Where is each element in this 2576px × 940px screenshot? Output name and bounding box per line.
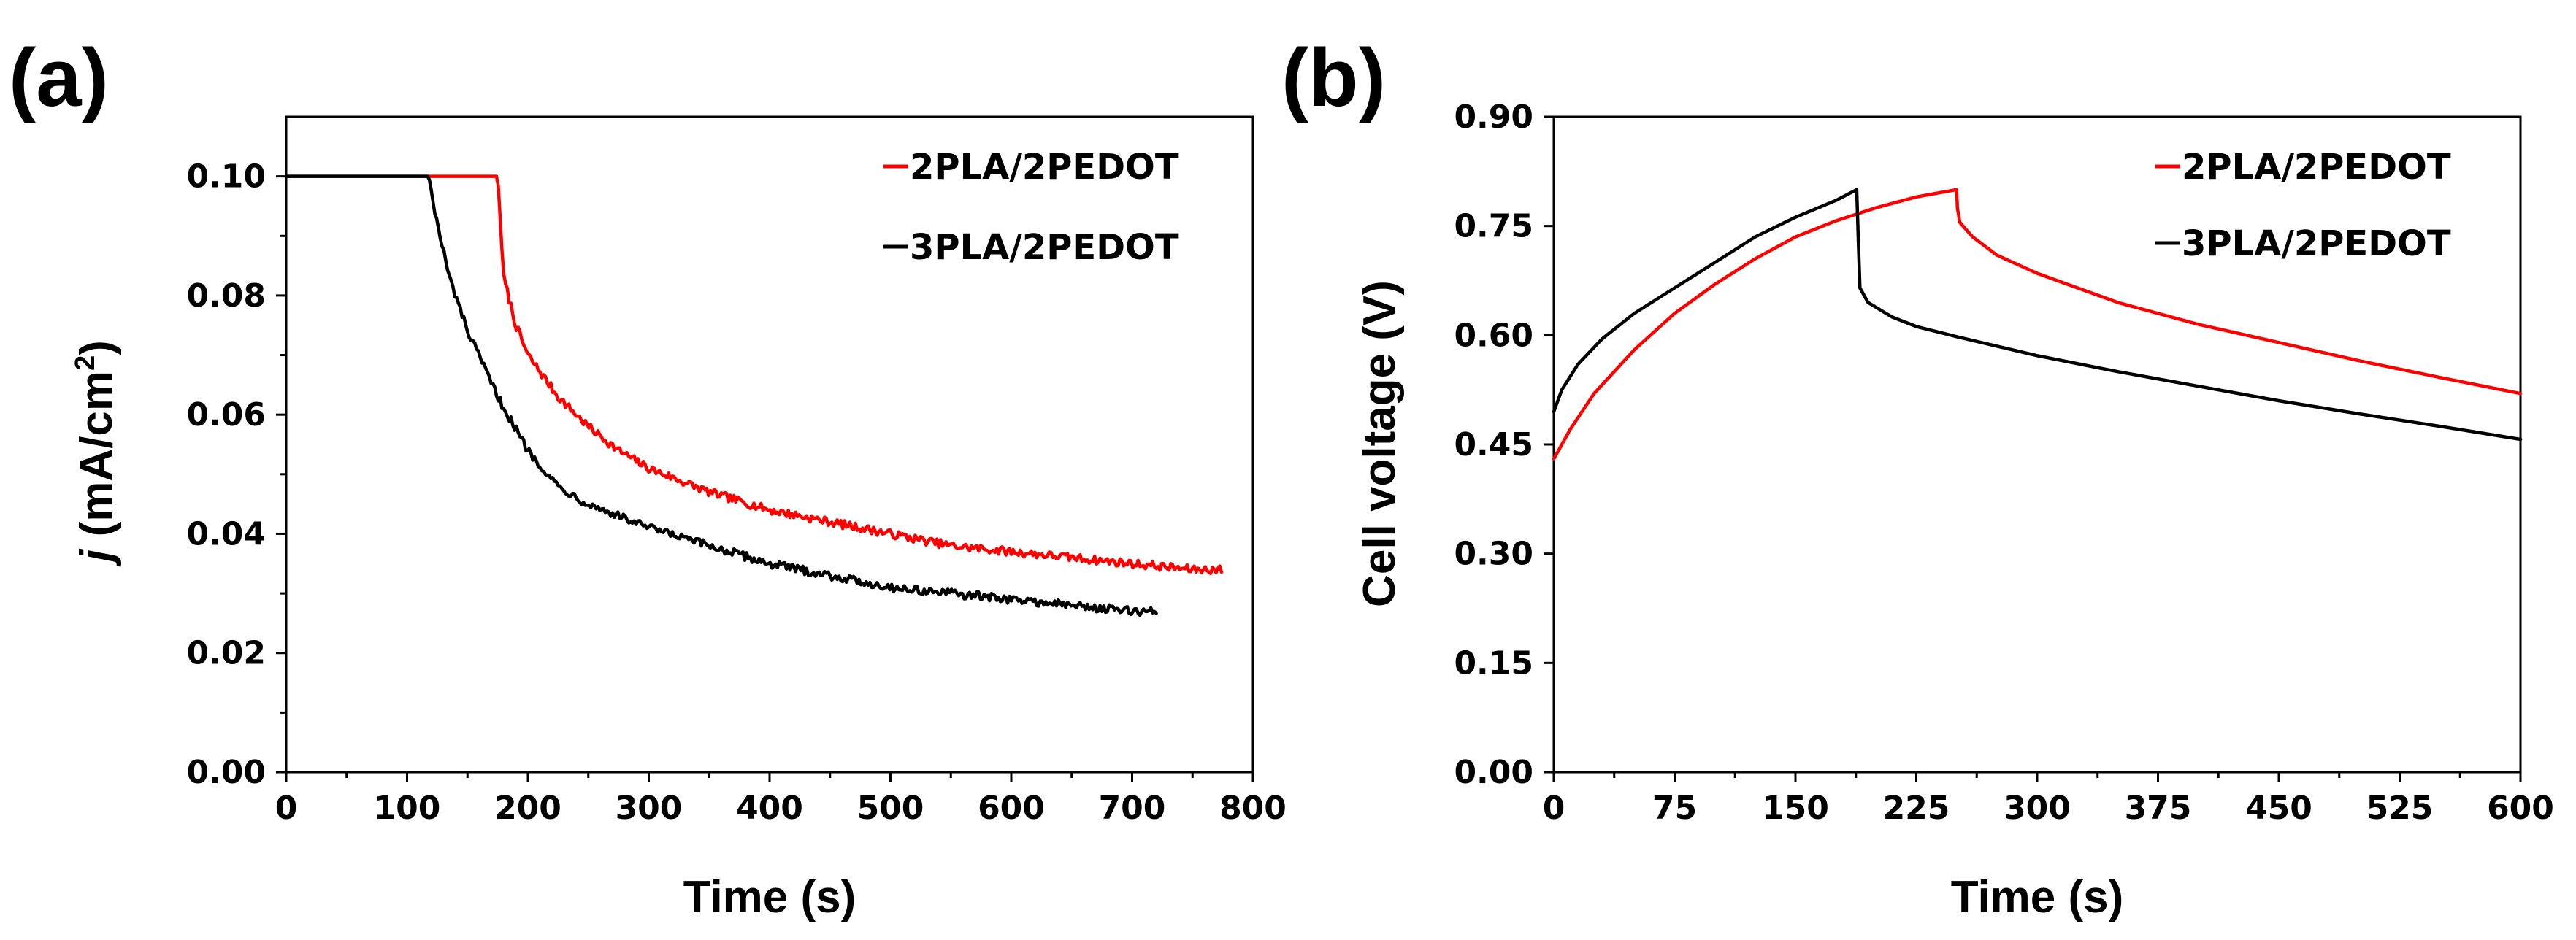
- panel-a-legend-label-2pla: 2PLA/2PEDOT: [910, 147, 1179, 188]
- panel-a-plot-frame: [285, 115, 1254, 774]
- panel-b-label: (b): [1281, 32, 1386, 123]
- panel-b-legend: 2PLA/2PEDOT 3PLA/2PEDOT: [2155, 147, 2451, 264]
- series-line-3pla-2pedot: [284, 174, 1158, 617]
- x-tick-label: 200: [494, 790, 561, 827]
- x-tick-label: 300: [2004, 790, 2071, 827]
- x-tick-label: 400: [736, 790, 803, 827]
- x-tick-label: 500: [857, 790, 924, 827]
- x-tick-label: 800: [1219, 790, 1287, 827]
- y-tick-label: 0.75: [1454, 208, 1533, 245]
- y-tick-label: 0.30: [1454, 536, 1533, 573]
- series-line-2pla-2pedot: [284, 174, 1224, 576]
- panel-b-legend-label-2pla: 2PLA/2PEDOT: [2182, 147, 2451, 188]
- x-tick-label: 300: [616, 790, 683, 827]
- panel-a-x-axis-title: Time (s): [683, 872, 856, 922]
- panel-b-legend-label-3pla: 3PLA/2PEDOT: [2182, 223, 2451, 264]
- y-tick-label: 0.00: [186, 754, 266, 791]
- series-line-3pla-2pedot: [1552, 188, 2523, 442]
- panel-b-plot-frame: [1552, 115, 2522, 774]
- panel-a-label: (a): [9, 32, 109, 123]
- panel-b: (b) 0 75 150 225 300 375 450 525 600 0.00 0.15 0.3…: [1281, 32, 2554, 922]
- y-tick-label: 0.04: [186, 515, 266, 552]
- panel-b-x-axis-title: Time (s): [1951, 872, 2124, 922]
- y-tick-label: 0.02: [186, 635, 266, 672]
- panel-a-series: [284, 174, 1224, 617]
- panel-b-y-ticks: 0.00 0.15 0.30 0.45 0.60 0.75 0.90: [1454, 99, 1554, 791]
- panel-a-legend-label-3pla: 3PLA/2PEDOT: [910, 227, 1179, 268]
- y-tick-label: 0.45: [1454, 426, 1533, 463]
- panel-a-y-axis-title: j (mA/cm2): [70, 340, 122, 567]
- panel-a-legend: 2PLA/2PEDOT 3PLA/2PEDOT: [883, 147, 1179, 268]
- panel-a-x-ticks: 0 100 200 300 400 500 600 700 800: [275, 772, 1287, 827]
- series-line-2pla-2pedot: [1552, 188, 2523, 461]
- y-tick-label: 0.60: [1454, 317, 1533, 354]
- x-tick-label: 225: [1883, 790, 1950, 827]
- x-tick-label: 600: [978, 790, 1045, 827]
- panel-b-y-axis-title: Cell voltage (V): [1354, 280, 1405, 607]
- x-tick-label: 700: [1099, 790, 1166, 827]
- x-tick-label: 450: [2245, 790, 2312, 827]
- panel-a-y-ticks: 0.00 0.02 0.04 0.06 0.08 0.10: [186, 158, 286, 791]
- x-tick-label: 0: [1543, 790, 1565, 827]
- y-tick-label: 0.00: [1454, 754, 1533, 791]
- panel-b-series: [1552, 188, 2523, 461]
- panel-a: (a) 0 100 200 300 400 500 600 700 800 0.000.020.…: [9, 32, 1287, 922]
- y-tick-label: 0.08: [186, 277, 266, 315]
- panel-a-y-axis-symbol: j: [72, 548, 122, 567]
- y-tick-label: 0.06: [186, 396, 266, 434]
- x-tick-label: 150: [1762, 790, 1829, 827]
- panel-a-y-axis-unit-close: ): [72, 340, 122, 355]
- x-tick-label: 0: [275, 790, 298, 827]
- panel-a-y-axis-unit-superscript: 2: [70, 355, 101, 371]
- x-tick-label: 600: [2487, 790, 2554, 827]
- panel-a-y-axis-unit: (mA/cm: [72, 371, 122, 550]
- y-tick-label: 0.15: [1454, 644, 1533, 682]
- x-tick-label: 75: [1652, 790, 1697, 827]
- x-tick-label: 100: [374, 790, 441, 827]
- x-tick-label: 375: [2125, 790, 2192, 827]
- y-tick-label: 0.90: [1454, 99, 1533, 136]
- x-tick-label: 525: [2366, 790, 2434, 827]
- y-tick-label: 0.10: [186, 158, 266, 196]
- panel-b-x-ticks: 0 75 150 225 300 375 450 525 600: [1543, 772, 2554, 827]
